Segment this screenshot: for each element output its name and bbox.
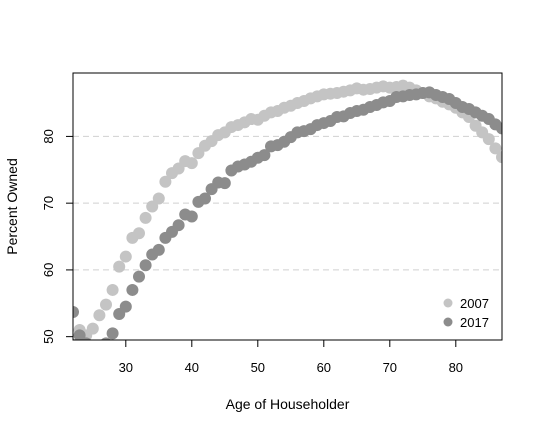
x-axis-title: Age of Householder <box>226 396 350 412</box>
legend-marker-2007 <box>443 298 453 308</box>
point-2017-26 <box>93 341 105 353</box>
x-tick-label-30: 30 <box>119 360 133 375</box>
point-2017-23 <box>73 329 86 340</box>
point-2017-87 <box>496 122 502 135</box>
point-2017-40 <box>185 210 198 223</box>
x-tick-label-70: 70 <box>383 360 397 375</box>
point-2017-30 <box>119 300 132 313</box>
point-2017-33 <box>139 259 152 272</box>
point-2007-36 <box>159 175 172 188</box>
point-2007-27 <box>100 298 112 311</box>
point-2007-34 <box>146 200 159 213</box>
y-tick-label-80: 80 <box>41 129 56 143</box>
point-2017-28 <box>106 327 119 340</box>
y-tick-label-70: 70 <box>41 196 56 210</box>
point-2007-35 <box>152 192 165 205</box>
legend-label-2017: 2017 <box>460 315 489 330</box>
gridlines <box>73 135 502 271</box>
x-tick-label-40: 40 <box>185 360 199 375</box>
point-2007-29 <box>113 260 126 273</box>
y-axis: 50 60 70 80 <box>41 129 73 344</box>
point-2017-45 <box>218 177 231 190</box>
legend-label-2007: 2007 <box>460 296 489 311</box>
point-2007-25 <box>86 322 99 335</box>
y-axis-title: Percent Owned <box>4 158 20 255</box>
x-axis: 30 40 50 60 70 80 <box>119 340 463 375</box>
legend: 2007 2017 <box>443 296 489 330</box>
point-2017-35 <box>152 243 165 256</box>
point-2017-38 <box>172 219 185 232</box>
point-2007-40 <box>185 157 198 170</box>
point-2017-24 <box>81 337 92 340</box>
point-2007-26 <box>93 309 106 322</box>
y-tick-label-50: 50 <box>41 329 56 343</box>
point-2007-85 <box>482 133 495 146</box>
plot-frame <box>72 72 503 341</box>
x-tick-label-50: 50 <box>251 360 265 375</box>
point-2007-87 <box>496 151 502 164</box>
point-2017-27 <box>101 337 111 340</box>
point-2017-22 <box>73 305 79 318</box>
point-2007-30 <box>119 250 132 263</box>
point-2017-32 <box>133 270 145 283</box>
point-2007-32 <box>133 227 145 240</box>
x-tick-label-80: 80 <box>449 360 463 375</box>
series-2017 <box>73 86 502 354</box>
series-2007 <box>73 79 502 340</box>
point-2017-51 <box>258 149 271 162</box>
point-2017-31 <box>126 283 139 296</box>
legend-marker-2017 <box>443 317 453 327</box>
point-2007-86 <box>489 142 502 155</box>
point-2007-28 <box>106 283 119 296</box>
plot-points <box>73 79 502 354</box>
x-tick-label-60: 60 <box>317 360 331 375</box>
point-2017-25 <box>87 342 99 354</box>
y-tick-label-60: 60 <box>41 263 56 277</box>
point-2007-33 <box>139 211 152 224</box>
point-2017-42 <box>199 192 211 205</box>
